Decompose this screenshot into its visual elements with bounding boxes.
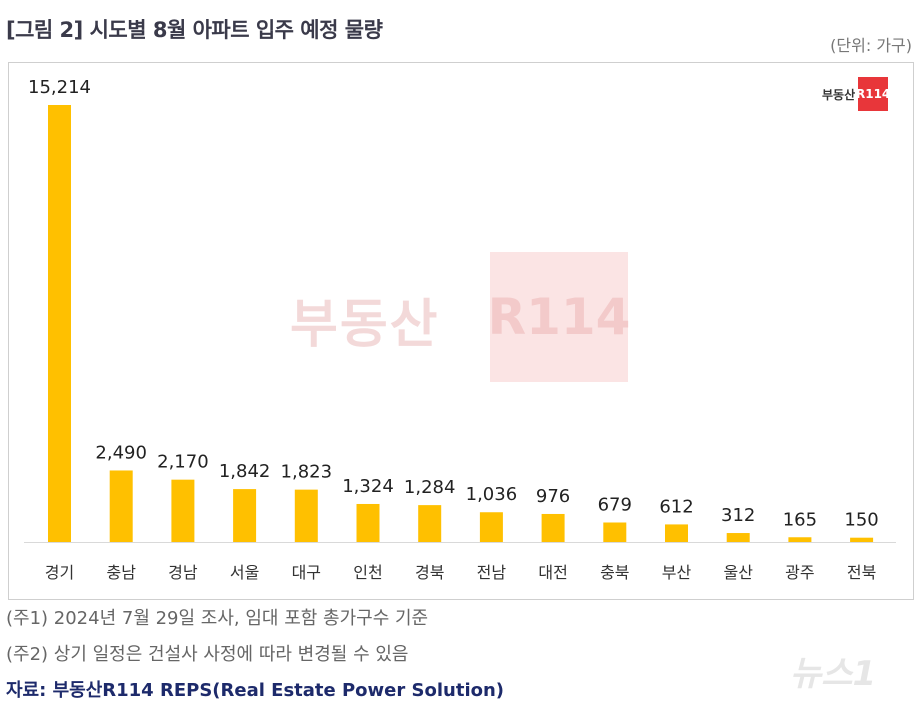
footnote-1: (주1) 2024년 7월 29일 조사, 임대 포함 총가구수 기준 [6, 608, 429, 629]
data-label: 612 [659, 496, 693, 517]
bar [479, 512, 503, 542]
data-label: 312 [721, 505, 755, 526]
category-label: 부산 [662, 563, 692, 582]
category-label: 전남 [477, 563, 507, 582]
data-label: 2,490 [95, 442, 147, 463]
data-label: 150 [844, 510, 878, 531]
category-label: 대전 [538, 563, 567, 582]
category-label: 경북 [415, 563, 444, 582]
watermark-logo: R114 [488, 252, 630, 382]
logo-text: 부동산 [822, 87, 856, 102]
footnote-2: (주2) 상기 일정은 건설사 사정에 따라 변경될 수 있음 [6, 644, 409, 665]
watermark-text: 부동산 [290, 295, 440, 355]
data-label: 1,842 [219, 461, 271, 482]
bar [109, 470, 133, 542]
chart-title: [그림 2] 시도별 8월 아파트 입주 예정 물량 [6, 18, 383, 42]
unit-label: (단위: 가구) [830, 36, 912, 55]
bar [48, 105, 71, 542]
category-label: 경기 [45, 563, 74, 582]
data-label: 976 [536, 486, 570, 507]
bar [603, 522, 627, 542]
data-label: 1,036 [466, 484, 518, 505]
source-line: 자료: 부동산R114 REPS(Real Estate Power Solut… [6, 680, 505, 701]
r114-logo: 부동산 R114 [822, 77, 890, 111]
category-label: 충남 [106, 563, 136, 582]
category-label: 서울 [230, 563, 259, 582]
data-label: 1,823 [281, 462, 333, 483]
bar [356, 503, 380, 542]
bar [171, 479, 195, 542]
news1-watermark: 뉴스1 [790, 654, 877, 694]
category-label: 경남 [168, 563, 198, 582]
bar [665, 524, 688, 542]
bar-chart: 15,214 경기 2,490 충남 2,170 경남 1,842 서울 1,823 대구 1,32… [24, 77, 896, 582]
data-label: 165 [783, 509, 817, 530]
category-label: 대구 [292, 563, 321, 582]
data-label: 2,170 [157, 452, 209, 473]
category-label: 충북 [600, 563, 629, 582]
bar [788, 537, 812, 542]
chart-panel [8, 62, 914, 600]
data-label: 679 [598, 494, 632, 515]
bar [294, 489, 318, 542]
category-label: 인천 [353, 563, 382, 582]
logo-box: R114 [856, 77, 890, 111]
bar [850, 537, 874, 542]
data-label: 1,284 [404, 477, 456, 498]
data-label: 1,324 [342, 476, 394, 497]
bar [726, 533, 750, 542]
bar [541, 513, 565, 542]
category-label: 울산 [723, 563, 753, 582]
data-label: 15,214 [28, 77, 91, 98]
category-label: 광주 [785, 563, 814, 582]
bar [418, 505, 442, 542]
category-label: 전북 [847, 563, 876, 582]
bar [233, 489, 257, 542]
